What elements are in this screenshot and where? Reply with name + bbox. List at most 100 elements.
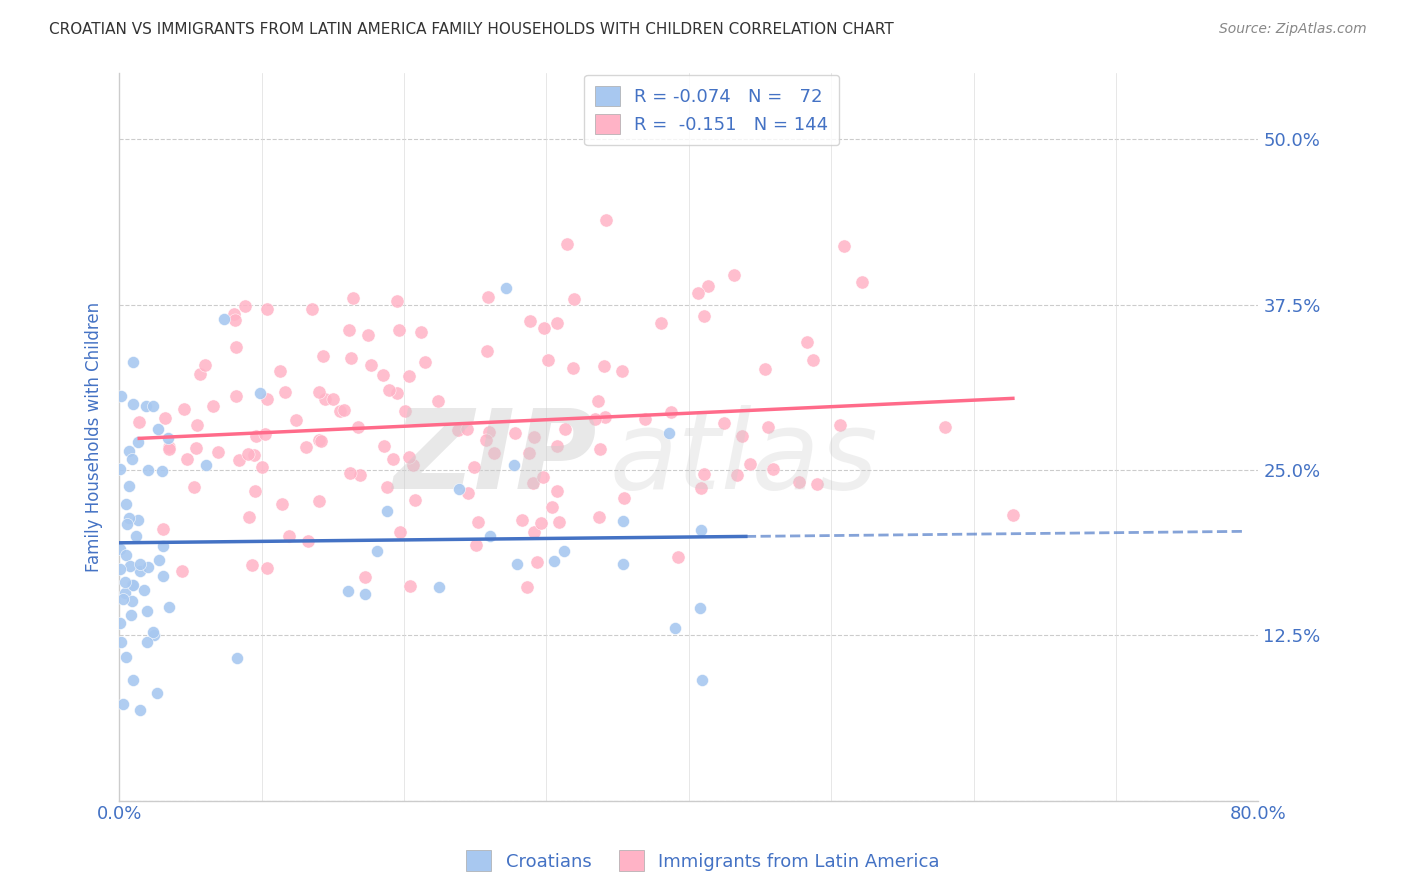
Point bbox=[224, 307, 246, 321]
Point bbox=[122, 578, 145, 592]
Point bbox=[118, 559, 141, 574]
Point bbox=[153, 410, 176, 425]
Point bbox=[593, 410, 616, 425]
Y-axis label: Family Households with Children: Family Households with Children bbox=[86, 301, 103, 572]
Point bbox=[477, 290, 499, 304]
Point bbox=[693, 467, 716, 481]
Point bbox=[132, 582, 155, 597]
Point bbox=[136, 560, 159, 574]
Point bbox=[482, 445, 505, 459]
Point bbox=[114, 586, 136, 600]
Point bbox=[301, 301, 323, 316]
Point bbox=[447, 423, 470, 437]
Point bbox=[357, 327, 380, 342]
Point bbox=[295, 440, 318, 454]
Point bbox=[194, 358, 217, 372]
Point bbox=[309, 434, 332, 449]
Point bbox=[173, 401, 195, 416]
Point bbox=[731, 429, 754, 443]
Point bbox=[399, 578, 422, 592]
Legend: Croatians, Immigrants from Latin America: Croatians, Immigrants from Latin America bbox=[458, 843, 948, 879]
Point bbox=[278, 529, 301, 543]
Point bbox=[554, 422, 576, 436]
Point bbox=[156, 432, 179, 446]
Point bbox=[143, 628, 166, 642]
Point bbox=[176, 451, 198, 466]
Point bbox=[1001, 508, 1024, 523]
Point bbox=[152, 539, 174, 553]
Point bbox=[375, 504, 398, 518]
Point bbox=[214, 311, 236, 326]
Point bbox=[354, 586, 377, 600]
Point bbox=[658, 426, 681, 441]
Point bbox=[388, 323, 411, 337]
Point bbox=[129, 703, 152, 717]
Point bbox=[373, 439, 395, 453]
Point bbox=[322, 392, 344, 406]
Point bbox=[725, 468, 748, 483]
Point bbox=[562, 360, 585, 375]
Point bbox=[242, 558, 264, 573]
Point bbox=[224, 313, 246, 327]
Point bbox=[124, 528, 146, 542]
Point bbox=[339, 467, 361, 481]
Point bbox=[135, 634, 157, 648]
Point bbox=[762, 461, 785, 475]
Point bbox=[121, 452, 143, 467]
Text: ZIP: ZIP bbox=[394, 405, 598, 512]
Point bbox=[135, 604, 157, 618]
Point bbox=[353, 570, 375, 584]
Point bbox=[589, 442, 612, 456]
Point bbox=[610, 364, 633, 378]
Point bbox=[150, 464, 173, 478]
Point bbox=[756, 420, 779, 434]
Point bbox=[688, 286, 710, 301]
Point bbox=[690, 524, 713, 538]
Point bbox=[121, 355, 143, 369]
Point bbox=[409, 325, 432, 339]
Point bbox=[664, 621, 686, 635]
Point bbox=[207, 444, 229, 458]
Point bbox=[183, 480, 205, 494]
Point bbox=[427, 580, 450, 594]
Point bbox=[592, 359, 614, 373]
Point bbox=[146, 686, 169, 700]
Point bbox=[543, 554, 565, 568]
Point bbox=[801, 353, 824, 368]
Point bbox=[249, 386, 271, 401]
Point bbox=[385, 294, 408, 309]
Point bbox=[236, 447, 259, 461]
Point bbox=[474, 434, 496, 448]
Point bbox=[404, 492, 426, 507]
Point bbox=[225, 340, 247, 354]
Point bbox=[583, 411, 606, 425]
Point bbox=[297, 533, 319, 548]
Point bbox=[828, 417, 851, 432]
Point bbox=[519, 314, 541, 328]
Point bbox=[787, 475, 810, 489]
Text: Source: ZipAtlas.com: Source: ZipAtlas.com bbox=[1219, 22, 1367, 37]
Point bbox=[254, 426, 277, 441]
Point bbox=[523, 525, 546, 540]
Point bbox=[308, 493, 330, 508]
Legend: R = -0.074   N =   72, R =  -0.151   N = 144: R = -0.074 N = 72, R = -0.151 N = 144 bbox=[583, 75, 839, 145]
Point bbox=[121, 594, 143, 608]
Point bbox=[690, 673, 713, 687]
Point bbox=[148, 553, 170, 567]
Point bbox=[146, 422, 169, 436]
Point bbox=[138, 463, 160, 477]
Point bbox=[533, 321, 555, 335]
Point bbox=[118, 511, 141, 525]
Point bbox=[447, 482, 470, 496]
Point bbox=[233, 299, 256, 313]
Point bbox=[754, 362, 776, 376]
Point bbox=[475, 344, 498, 359]
Point bbox=[314, 392, 336, 407]
Point bbox=[530, 516, 553, 531]
Point bbox=[457, 485, 479, 500]
Point bbox=[108, 462, 131, 476]
Point bbox=[225, 651, 247, 665]
Point bbox=[108, 562, 131, 576]
Point bbox=[117, 516, 139, 531]
Point bbox=[360, 358, 382, 372]
